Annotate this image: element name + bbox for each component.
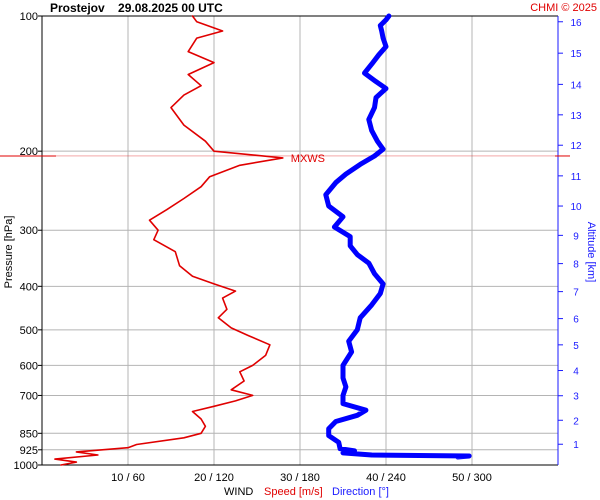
pressure-tick-label: 700	[20, 390, 38, 402]
wind-axis: 10 / 60 20 / 120 30 / 180 40 / 240 50 / 300	[111, 472, 492, 484]
wind-label: WIND	[224, 486, 253, 498]
altitude-axis-label: Altitude [km]	[585, 222, 597, 283]
altitude-tick-label: 16	[570, 18, 582, 29]
pressure-axis-label: Pressure [hPa]	[3, 216, 15, 289]
altitude-tick-label: 3	[573, 392, 579, 403]
mxws-marker: MXWS	[0, 153, 570, 165]
altitude-tick-label: 5	[573, 341, 579, 352]
altitude-tick-label: 15	[570, 49, 582, 60]
speed-gridlines	[127, 16, 473, 465]
direction-series-line	[323, 13, 472, 460]
altitude-tick-label: 8	[573, 260, 579, 271]
direction-legend-label: Direction [°]	[332, 486, 389, 498]
altitude-tick-label: 2	[573, 416, 579, 427]
altitude-tick-label: 4	[573, 367, 579, 378]
altitude-tick-label: 9	[573, 231, 579, 242]
wind-tick-label: 20 / 120	[194, 472, 234, 484]
pressure-tick-label: 1000	[14, 460, 38, 472]
wind-tick-label: 30 / 180	[280, 472, 320, 484]
pressure-tick-label: 925	[20, 445, 38, 457]
pressure-axis: 100 200 300 400 500 600 700 850 925 1000	[14, 11, 558, 472]
altitude-tick-label: 13	[570, 111, 582, 122]
altitude-tick-label: 6	[573, 315, 579, 326]
altitude-tick-label: 12	[570, 141, 582, 152]
wind-tick-label: 50 / 300	[452, 472, 492, 484]
pressure-tick-label: 300	[20, 225, 38, 237]
wind-tick-label: 40 / 240	[366, 472, 406, 484]
pressure-tick-label: 600	[20, 360, 38, 372]
pressure-tick-label: 400	[20, 281, 38, 293]
chart-title: Prostejov 29.08.2025 00 UTC	[50, 1, 223, 15]
speed-series-line	[54, 15, 284, 466]
altitude-tick-label: 14	[570, 80, 582, 91]
altitude-tick-label: 1	[573, 440, 579, 451]
altitude-tick-label: 7	[573, 288, 579, 299]
mxws-label: MXWS	[291, 153, 325, 165]
pressure-tick-label: 200	[20, 146, 38, 158]
pressure-tick-label: 100	[20, 11, 38, 23]
pressure-tick-label: 850	[20, 428, 38, 440]
speed-legend-label: Speed [m/s]	[264, 486, 323, 498]
wind-tick-label: 10 / 60	[111, 472, 145, 484]
altitude-tick-label: 11	[571, 172, 582, 183]
altitude-tick-label: 10	[570, 202, 582, 213]
pressure-tick-label: 500	[20, 325, 38, 337]
credit-label: CHMI © 2025	[530, 2, 597, 14]
series-layer	[54, 13, 472, 466]
